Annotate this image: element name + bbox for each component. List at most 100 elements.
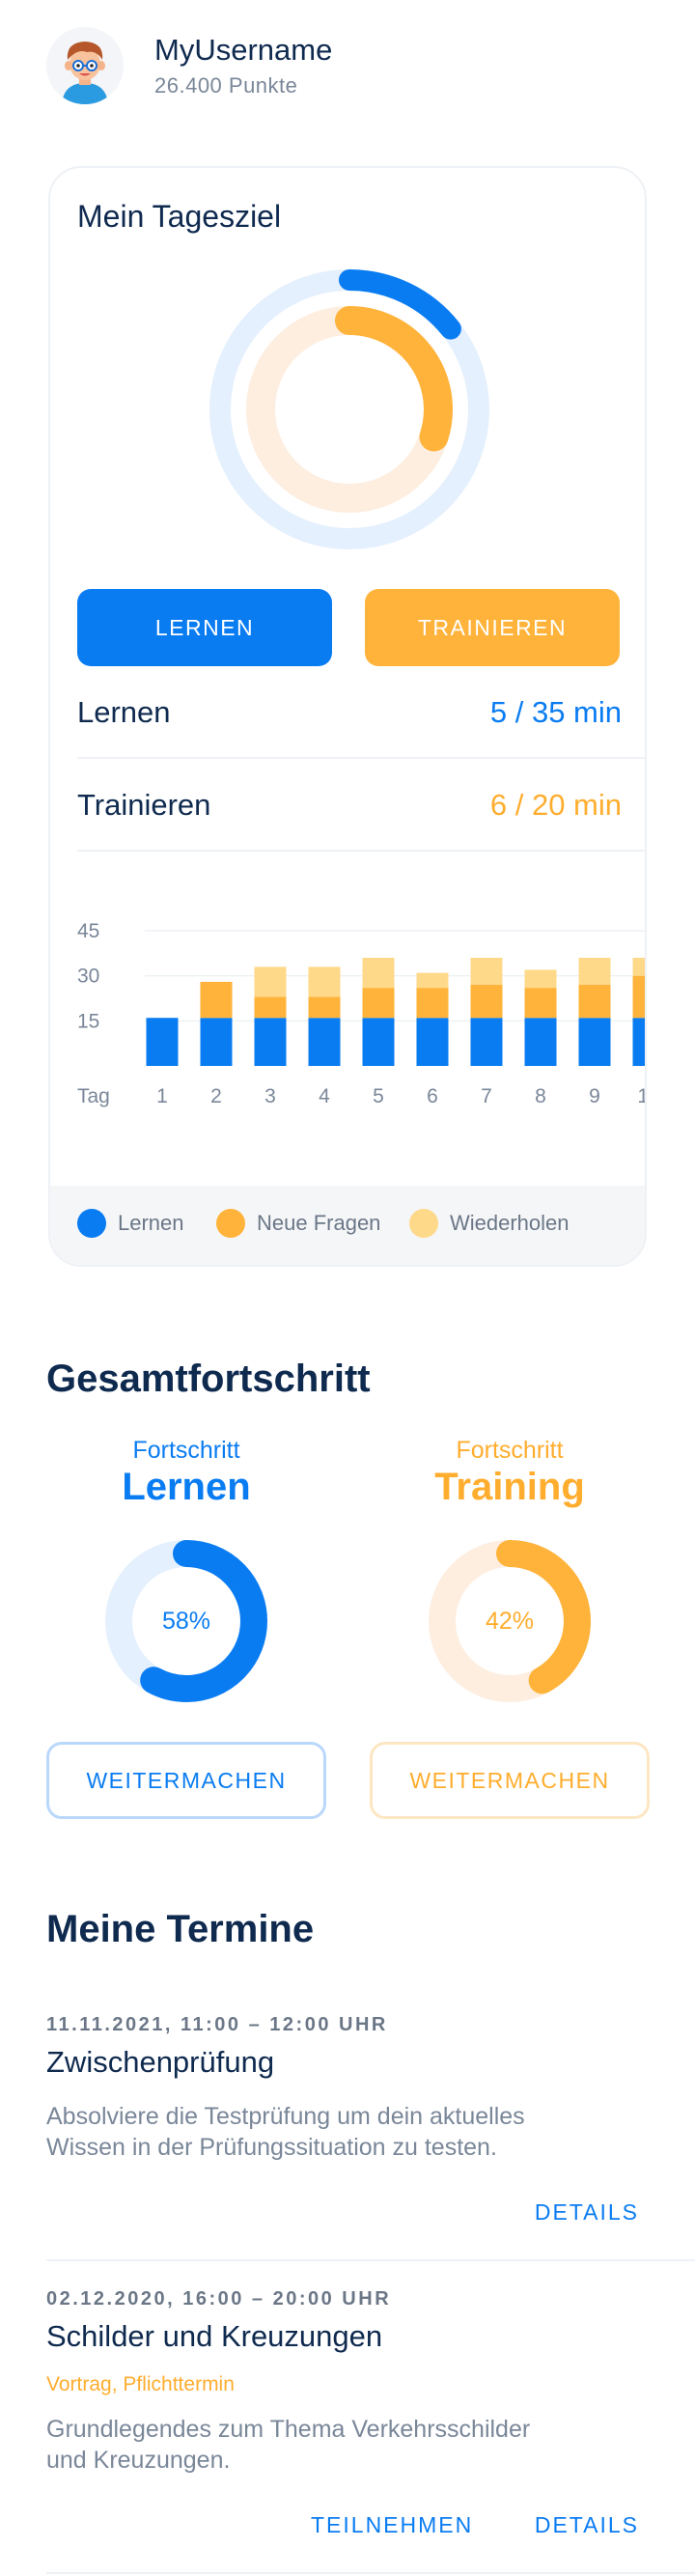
details-link[interactable]: DETAILS <box>534 2199 639 2225</box>
appointment-desc-line: Grundlegendes zum Thema Verkehrsschilder <box>46 2416 531 2443</box>
overall-progress-title: Gesamtfortschritt <box>46 1358 371 1400</box>
bar-segment-wiederholen <box>362 958 395 989</box>
continue-learn-button[interactable]: WEITERMACHEN <box>46 1742 326 1819</box>
progress-sub: Fortschritt <box>132 1437 240 1464</box>
legend-dot-icon <box>409 1209 438 1238</box>
progress-percent: 58% <box>161 1607 211 1635</box>
bar-segment-lernen <box>632 1018 645 1066</box>
x-tick-label: 4 <box>319 1085 330 1107</box>
x-tick-label: 9 <box>589 1085 600 1107</box>
appointment-title: Schilder und Kreuzungen <box>46 2319 383 2353</box>
bar-segment-neue-fragen <box>362 988 395 1019</box>
bar-segment-neue-fragen <box>416 988 449 1019</box>
train-button[interactable]: TRAINIEREN <box>365 589 620 666</box>
x-tick-label: 2 <box>210 1085 222 1107</box>
x-tick-label: 7 <box>481 1085 492 1107</box>
legend-dot-icon <box>216 1209 245 1238</box>
appointment-desc-line: Wissen in der Prüfungssituation zu teste… <box>46 2134 497 2161</box>
legend-item-learn: Lernen <box>77 1209 184 1238</box>
legend-dot-icon <box>77 1209 106 1238</box>
x-axis-label: Tag <box>77 1085 110 1107</box>
x-tick-label: 8 <box>535 1085 546 1107</box>
continue-training-button[interactable]: WEITERMACHEN <box>370 1742 650 1819</box>
appointment-desc-line: und Kreuzungen. <box>46 2447 231 2474</box>
divider <box>46 2259 695 2261</box>
bar-segment-wiederholen <box>254 966 287 997</box>
progress-sub: Fortschritt <box>456 1437 564 1464</box>
x-tick-label: 6 <box>427 1085 438 1107</box>
bar-segment-lernen <box>254 1018 287 1066</box>
x-tick-label: 1 <box>156 1085 168 1107</box>
bar-segment-lernen <box>146 1018 179 1066</box>
x-tick-label: 5 <box>373 1085 384 1107</box>
details-link[interactable]: DETAILS <box>534 2512 639 2537</box>
join-link[interactable]: TEILNEHMEN <box>311 2512 474 2537</box>
learn-ring-arc <box>209 269 489 549</box>
progress-label: Lernen <box>122 1466 251 1508</box>
progress-percent: 42% <box>485 1607 535 1635</box>
legend-item-repeat: Wiederholen <box>409 1209 570 1238</box>
y-tick-label: 45 <box>77 920 99 942</box>
learn-button[interactable]: LERNEN <box>77 589 332 666</box>
progress-learn: Fortschritt Lernen 58% WEITERMACHEN <box>46 1437 326 1823</box>
appointments-title: Meine Termine <box>46 1908 315 1950</box>
appointment-title: Zwischenprüfung <box>46 2045 275 2079</box>
bar-segment-lernen <box>524 1018 557 1066</box>
training-progress-donut <box>429 1540 591 1702</box>
appointment-date: 02.12.2020, 16:00 – 20:00 UHR <box>46 2288 392 2310</box>
bar-segment-lernen <box>308 1018 341 1066</box>
stat-value: 6 / 20 min <box>489 788 622 822</box>
y-tick-label: 30 <box>77 966 99 988</box>
stat-label: Lernen <box>77 695 171 729</box>
y-tick-label: 15 <box>77 1010 99 1032</box>
appointment-date: 11.11.2021, 11:00 – 12:00 UHR <box>46 2014 388 2035</box>
bar-segment-lernen <box>200 1018 233 1066</box>
username: MyUsername <box>154 33 333 67</box>
bar-segment-lernen <box>470 1018 503 1066</box>
stat-row-train: Trainieren 6 / 20 min <box>77 761 645 852</box>
legend-label: Lernen <box>118 1211 184 1235</box>
progress-training: Fortschritt Training 42% WEITERMACHEN <box>370 1437 650 1823</box>
x-tick-label: 3 <box>264 1085 276 1107</box>
bar-segment-neue-fragen <box>308 996 341 1019</box>
stat-label: Trainieren <box>77 788 211 822</box>
bar-segment-neue-fragen <box>470 985 503 1019</box>
bar-segment-neue-fragen <box>632 975 645 1019</box>
stat-row-learn: Lernen 5 / 35 min <box>77 668 645 759</box>
appointment-item: 11.11.2021, 11:00 – 12:00 UHR Zwischenpr… <box>46 2014 695 2236</box>
bar-segment-wiederholen <box>524 969 557 989</box>
points-label: 26.400 Punkte <box>154 73 298 98</box>
bar-segment-neue-fragen <box>524 988 557 1019</box>
legend-label: Wiederholen <box>450 1211 570 1235</box>
avatar-icon <box>46 27 124 104</box>
chart-legend: Lernen Neue Fragen Wiederholen <box>50 1186 645 1265</box>
bar-segment-neue-fragen <box>254 996 287 1019</box>
bar-segment-lernen <box>416 1018 449 1066</box>
appointment-desc-line: Absolviere die Testprüfung um dein aktue… <box>46 2103 525 2130</box>
bar-segment-wiederholen <box>470 958 503 985</box>
appointment-tag: Vortrag, Pflichttermin <box>46 2373 235 2395</box>
profile-header: MyUsername 26.400 Punkte <box>46 27 664 108</box>
bar-segment-wiederholen <box>578 958 611 985</box>
learn-progress-donut <box>105 1540 267 1702</box>
legend-item-new: Neue Fragen <box>216 1209 380 1238</box>
bar-segment-lernen <box>362 1018 395 1066</box>
divider <box>46 2572 695 2574</box>
bar-segment-wiederholen <box>308 966 341 997</box>
bar-segment-wiederholen <box>632 958 645 976</box>
appointment-item: 02.12.2020, 16:00 – 20:00 UHR Schilder u… <box>46 2288 695 2549</box>
avatar[interactable] <box>46 27 124 104</box>
daily-goal-ring <box>209 269 489 549</box>
bar-segment-neue-fragen <box>200 981 233 1019</box>
bar-segment-neue-fragen <box>578 985 611 1019</box>
daily-bar-chart: 15304512345678910Tag <box>77 920 647 1107</box>
bar-segment-wiederholen <box>416 972 449 989</box>
bar-segment-lernen <box>578 1018 611 1066</box>
stat-value: 5 / 35 min <box>489 695 622 729</box>
progress-label: Training <box>434 1466 585 1508</box>
daily-goal-title: Mein Tagesziel <box>77 199 282 234</box>
x-tick-label: 10 <box>637 1085 647 1107</box>
legend-label: Neue Fragen <box>257 1211 381 1235</box>
train-ring-arc <box>246 306 453 513</box>
daily-goal-card: Mein Tagesziel LERNEN TRAINIEREN Lernen … <box>48 166 647 1267</box>
